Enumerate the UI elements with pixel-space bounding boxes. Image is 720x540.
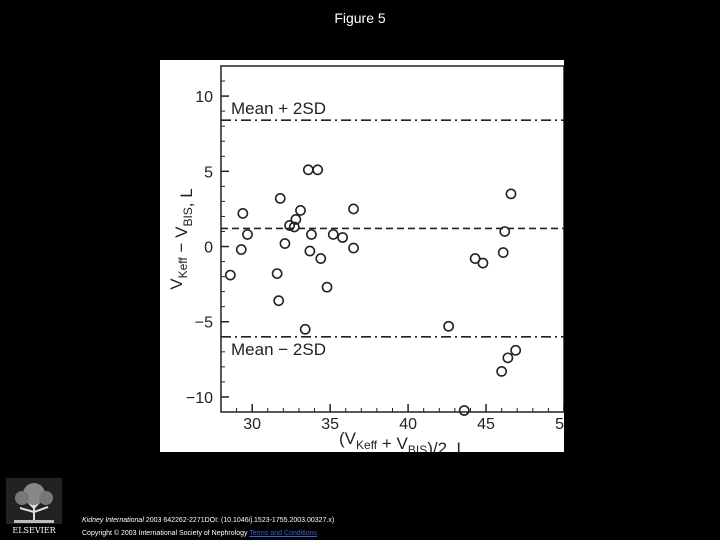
- axes: 30 35 40 45 50 −10 −5 0 5 10: [186, 65, 564, 433]
- data-point: [327, 229, 339, 240]
- data-point: [299, 323, 311, 335]
- data-point: [496, 365, 508, 377]
- data-point: [510, 344, 522, 356]
- data-point: [458, 405, 470, 416]
- data-point: [271, 268, 283, 279]
- data-point: [502, 352, 514, 364]
- data-point: [279, 238, 291, 249]
- data-point: [321, 281, 333, 293]
- x-tick-label: 35: [321, 416, 339, 433]
- citation-details: 2003 642262-2271DOI: (10.1046/j.1523-175…: [143, 517, 335, 524]
- copyright-line: Copyright © 2003 International Society o…: [82, 530, 317, 537]
- data-point: [288, 221, 300, 233]
- elsevier-tree-logo: ELSEVIER: [6, 478, 62, 535]
- figure-panel: Mean + 2SD Mean − 2SD 30 35 40 45 50 −10 −5 0 5 10…: [160, 60, 564, 452]
- reference-lines: Mean + 2SD Mean − 2SD: [221, 99, 564, 359]
- x-tick-label: 50: [555, 416, 564, 433]
- y-tick-label: 0: [204, 240, 213, 257]
- data-point: [295, 205, 306, 216]
- copyright-text: Copyright © 2003 International Society o…: [82, 530, 250, 537]
- data-point: [302, 164, 314, 176]
- x-tick-label: 30: [243, 416, 261, 433]
- axis-labels: (VKeff + VBIS)/2, L VKeff − VBIS, L: [167, 188, 466, 452]
- data-point: [337, 232, 349, 243]
- data-point: [304, 245, 316, 257]
- data-point: [443, 320, 455, 332]
- data-point: [348, 203, 359, 215]
- data-point: [224, 269, 236, 281]
- y-tick-label: 10: [195, 89, 213, 106]
- data-points: [224, 164, 522, 416]
- x-tick-label: 40: [399, 416, 417, 433]
- reference-line-label-3: Mean − 2SD: [231, 340, 326, 359]
- data-point: [499, 226, 511, 237]
- x-tick-label: 45: [477, 416, 495, 433]
- data-point: [242, 229, 253, 240]
- bland-altman-scatter-chart: Mean + 2SD Mean − 2SD 30 35 40 45 50 −10 −5 0 5 10…: [167, 65, 564, 452]
- data-point: [273, 295, 285, 307]
- data-point: [477, 257, 489, 269]
- y-tick-label: −10: [186, 390, 213, 407]
- journal-name: Kidney International: [82, 517, 144, 524]
- reference-line-label-1: Mean + 2SD: [231, 99, 326, 118]
- data-point: [274, 192, 286, 204]
- data-point: [505, 188, 517, 200]
- data-point: [235, 244, 247, 255]
- data-point: [315, 253, 327, 264]
- data-point: [284, 220, 296, 231]
- data-point: [237, 208, 249, 219]
- publisher-name: ELSEVIER: [12, 526, 56, 535]
- data-point: [348, 242, 359, 254]
- slide-title: Figure 5: [334, 10, 386, 26]
- terms-and-conditions-link[interactable]: Terms and Conditions: [249, 530, 317, 537]
- data-point: [290, 214, 302, 225]
- data-point: [306, 229, 317, 240]
- data-point: [497, 247, 509, 258]
- y-tick-label: −5: [195, 315, 213, 332]
- x-axis-label: (VKeff + VBIS)/2, L: [339, 429, 466, 452]
- y-axis-label: VKeff − VBIS, L: [167, 188, 196, 289]
- y-tick-label: 5: [204, 164, 213, 181]
- data-point: [312, 164, 324, 176]
- data-point: [469, 253, 481, 264]
- citation-line: Kidney International 2003 642262-2271DOI…: [82, 517, 334, 524]
